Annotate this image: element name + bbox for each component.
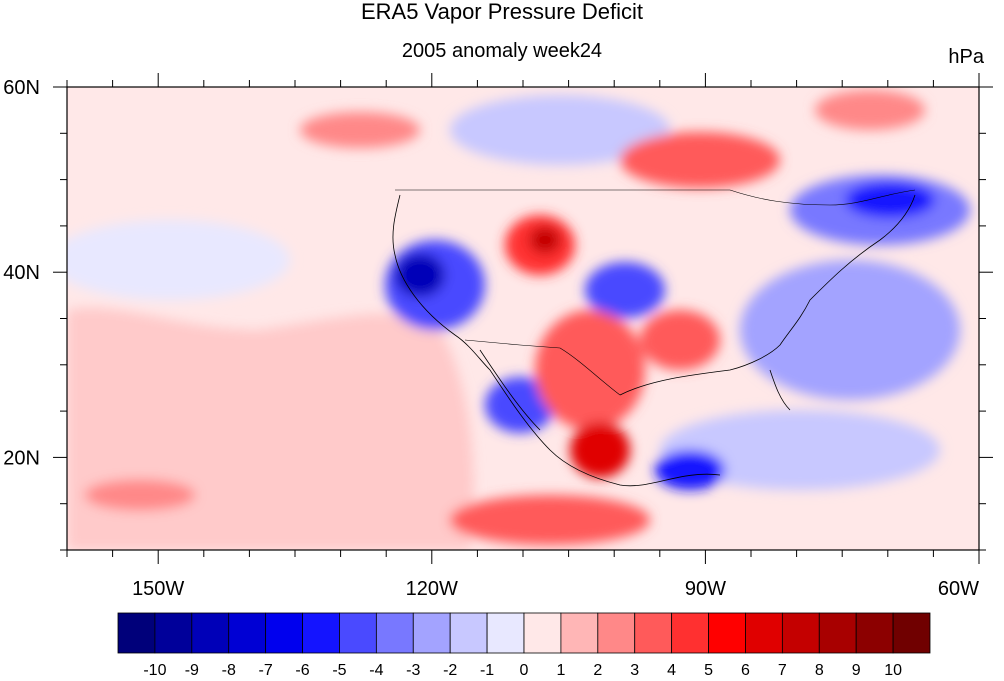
colorbar-label: -9 xyxy=(185,662,199,679)
colorbar-swatch xyxy=(191,612,230,654)
y-tick-label: 20N xyxy=(3,447,40,469)
colorbar-label: 6 xyxy=(741,662,750,679)
northeast-blue-core xyxy=(845,182,935,218)
colorbar-swatch xyxy=(818,612,857,654)
plains-blue-region xyxy=(585,262,665,318)
canada-us-border xyxy=(395,189,916,206)
colorbar-label: -7 xyxy=(259,662,273,679)
colorbar-swatch xyxy=(781,612,820,654)
colorbar-swatch xyxy=(154,612,193,654)
california-blue-core xyxy=(395,253,445,297)
units-label: hPa xyxy=(948,46,984,68)
colorbar-label: -2 xyxy=(443,662,457,679)
colorbar-label: -1 xyxy=(480,662,494,679)
arkansas-red-region xyxy=(640,310,720,370)
colorbar-label: 5 xyxy=(704,662,713,679)
colorbar-swatch xyxy=(523,612,562,654)
colorbar-swatch xyxy=(486,612,525,654)
colorbar-label: 10 xyxy=(884,662,902,679)
colorbar-swatch xyxy=(302,612,340,654)
colorbar-swatch xyxy=(745,612,783,654)
coastline xyxy=(392,194,721,487)
colorbar-label: 9 xyxy=(852,662,861,679)
caribbean-pale-blue-region xyxy=(660,410,940,490)
colorbar: -10 -9 -8 -7 -6 -5 -4 -3 -2 -1 0 1 2 3 4 5 6 7 8 9 10 xyxy=(117,612,931,679)
colorbar-swatch xyxy=(375,612,414,654)
colorbar-label: 3 xyxy=(630,662,639,679)
colorbar-label: 7 xyxy=(778,662,787,679)
colorbar-label: -4 xyxy=(369,662,383,679)
colorbar-swatch xyxy=(412,612,451,654)
colorbar-label: -3 xyxy=(406,662,420,679)
gulf-atlantic-coastline xyxy=(619,194,916,396)
y-tick-label: 60N xyxy=(3,77,40,99)
eastern-pacific-red-region xyxy=(450,495,650,545)
colorbar-label: 4 xyxy=(667,662,676,679)
colorbar-swatch xyxy=(265,612,303,654)
anomaly-field xyxy=(67,90,970,550)
colorbar-swatch xyxy=(671,612,709,654)
colorbar-swatch xyxy=(708,612,746,654)
colorbar-swatch xyxy=(449,612,488,654)
colorbar-label: 8 xyxy=(815,662,824,679)
alaska-red-region xyxy=(300,112,420,148)
us-mexico-border xyxy=(464,339,621,396)
florida-coastline xyxy=(769,369,791,411)
colorbar-swatch xyxy=(339,612,377,654)
x-tick-label: 120W xyxy=(406,578,458,600)
colorbar-label: -8 xyxy=(222,662,236,679)
rockies-red-core xyxy=(529,226,561,254)
colorbar-label: 1 xyxy=(556,662,565,679)
colorbar-label: -5 xyxy=(332,662,346,679)
x-tick-label: 60W xyxy=(938,578,979,600)
colorbar-swatch xyxy=(597,612,636,654)
canada-pale-blue-region xyxy=(450,95,670,165)
colorbar-swatch xyxy=(560,612,599,654)
central-pacific-red-region xyxy=(85,480,195,510)
texas-red-region xyxy=(535,310,645,430)
colorbar-label: -10 xyxy=(143,662,166,679)
chart-title: ERA5 Vapor Pressure Deficit xyxy=(360,0,644,24)
pacific-pale-blue-region xyxy=(67,220,290,300)
baja-blue-region xyxy=(485,377,555,433)
colorbar-swatch xyxy=(228,612,267,654)
colorbar-swatch xyxy=(855,612,894,654)
x-tick-label: 150W xyxy=(132,578,184,600)
colorbar-label: 2 xyxy=(593,662,602,679)
colorbar-swatch xyxy=(892,612,931,654)
atlantic-blue-region xyxy=(740,260,960,400)
labrador-red-region xyxy=(815,90,925,130)
pacific-pink-region xyxy=(67,307,474,550)
ontario-red-region xyxy=(620,132,780,188)
colorbar-label: -6 xyxy=(295,662,309,679)
colorbar-label: 0 xyxy=(520,662,529,679)
y-tick-label: 40N xyxy=(3,262,40,284)
x-tick-label: 90W xyxy=(685,578,726,600)
mexico-red-region xyxy=(570,422,630,478)
colorbar-swatch xyxy=(117,612,156,654)
colorbar-swatch xyxy=(634,612,673,654)
chart-subtitle: 2005 anomaly week24 xyxy=(401,40,603,62)
honduras-blue-region xyxy=(655,450,725,490)
axis-ticks: 150W 120W 90W 60W 20N 40N 60N xyxy=(3,73,993,600)
